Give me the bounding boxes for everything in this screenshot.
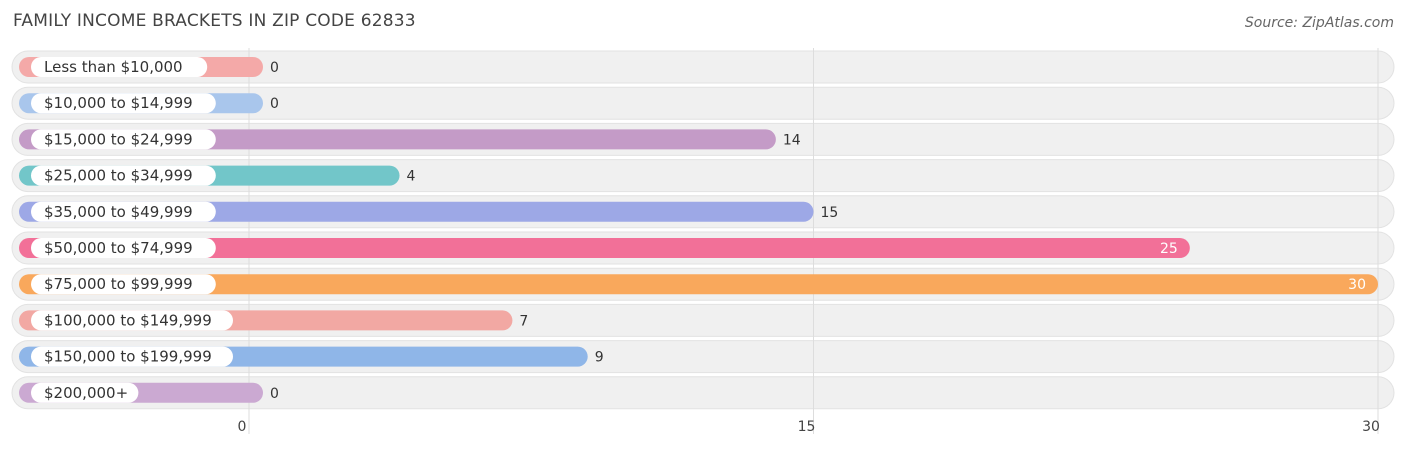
value-label: 0 xyxy=(270,386,279,402)
bar-label-pill xyxy=(31,382,139,403)
bars: Less than $10,000 0 $10,000 to $14,999 0 $15… xyxy=(19,57,1378,403)
category-label: $35,000 to $49,999 xyxy=(44,203,193,221)
tick-label: 15 xyxy=(798,419,816,435)
value-label: 0 xyxy=(270,96,279,112)
category-label: $100,000 to $149,999 xyxy=(44,311,212,329)
value-label: 30 xyxy=(1348,277,1366,293)
bar-label-pill xyxy=(31,165,216,186)
tick-label: 0 xyxy=(238,419,247,435)
bar-label-pill xyxy=(31,238,216,258)
bar xyxy=(19,238,1190,258)
category-label: $75,000 to $99,999 xyxy=(44,275,193,293)
value-label: 15 xyxy=(821,205,839,221)
value-label: 14 xyxy=(783,132,801,148)
bar-label-pill xyxy=(31,93,216,114)
bar xyxy=(19,201,814,222)
value-label: 4 xyxy=(407,169,416,185)
category-label: Less than $10,000 xyxy=(44,58,183,76)
bar-label-pill xyxy=(31,310,233,331)
bar-label-pill xyxy=(31,57,208,77)
bar-label-pill xyxy=(31,274,216,295)
row-track xyxy=(11,376,1395,410)
category-label: $50,000 to $74,999 xyxy=(44,239,193,257)
chart-source: Source: ZipAtlas.com xyxy=(1244,15,1394,31)
category-label: $25,000 to $34,999 xyxy=(44,167,193,185)
category-label: $10,000 to $14,999 xyxy=(44,94,193,112)
value-label: 7 xyxy=(519,313,528,329)
category-label: $15,000 to $24,999 xyxy=(44,130,193,148)
category-label: $150,000 to $199,999 xyxy=(44,348,212,366)
bar-label-pill xyxy=(31,129,216,150)
bar-label-pill xyxy=(31,201,216,222)
x-axis: 0 15 30 xyxy=(238,419,1380,435)
tick-label: 30 xyxy=(1362,419,1380,435)
bar-label-pill xyxy=(31,346,233,367)
value-label: 9 xyxy=(595,350,604,366)
bar xyxy=(19,274,1378,295)
row-track xyxy=(11,86,1395,120)
value-label: 25 xyxy=(1160,241,1178,257)
chart-title: FAMILY INCOME BRACKETS IN ZIP CODE 62833 xyxy=(13,11,416,31)
category-label: $200,000+ xyxy=(44,384,128,402)
value-label: 0 xyxy=(270,60,279,76)
row-track xyxy=(11,50,1395,84)
